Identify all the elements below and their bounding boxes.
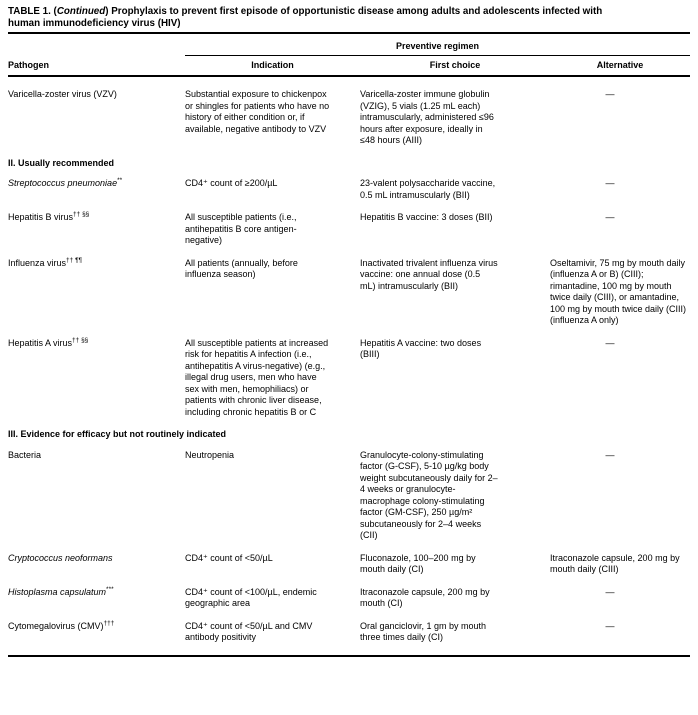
pathogen-cell: Hepatitis B virus†† §§ [8,211,185,247]
indication-cell: Neutropenia [185,449,235,460]
alternative-cell: Itraconazole capsule, 200 mg by mouth da… [550,552,680,575]
pathogen-footnote-marker: †† §§ [72,336,89,344]
first-choice-cell: Fluconazole, 100–200 mg by mouth daily (… [360,552,476,575]
table-row-vzv: Varicella-zoster virus (VZV) Substantial… [8,89,690,147]
table-row-bacteria: Bacteria Neutropenia Granulocyte-colony-… [8,450,690,542]
pathogen-name: Hepatitis B virus [8,212,74,222]
pathogen-name: Streptococcus pneumoniae [8,178,118,188]
pathogen-cell: Streptococcus pneumoniae** [8,177,185,201]
pathogen-name: Influenza virus [8,257,67,268]
header-divider [8,75,690,77]
table-row-hepatitis-b: Hepatitis B virus†† §§ All susceptible p… [8,211,690,247]
indication-cell: CD4⁺ count of <50/µL and CMV antibody po… [185,620,313,643]
pathogen-cell: Histoplasma capsulatum*** [8,585,185,610]
table-title-suffix: ) Prophylaxis to prevent first episode o… [105,6,603,17]
column-header-alternative: Alternative [596,59,644,70]
pathogen-cell: Varicella-zoster virus (VZV) [8,89,185,147]
pathogen-name: Bacteria [8,449,42,460]
section-heading-ii: II. Usually recommended [8,157,115,168]
indication-cell: Substantial exposure to chickenpox or sh… [185,89,330,134]
indication-cell: CD4⁺ count of <50/µL [185,552,273,563]
table-body: Varicella-zoster virus (VZV) Substantial… [8,77,690,644]
pathogen-footnote-marker: *** [106,585,114,593]
first-choice-cell: 23-valent polysaccharide vaccine, 0.5 mL… [360,178,496,200]
first-choice-cell: Hepatitis A vaccine: two doses (BIII) [360,337,482,360]
alternative-cell: — [605,178,615,188]
alternative-cell: Oseltamivir, 75 mg by mouth daily (influ… [550,257,687,326]
indication-cell: CD4⁺ count of <100/µL, endemic geographi… [185,586,317,609]
first-choice-cell: Varicella-zoster immune globulin (VZIG),… [360,89,494,145]
title-divider [8,32,690,34]
table-title: TABLE 1. (Continued) Prophylaxis to prev… [8,6,690,30]
table-bottom-divider [8,654,690,657]
pathogen-cell: Hepatitis A virus†† §§ [8,336,185,419]
table-row-hepatitis-a: Hepatitis A virus†† §§ All susceptible p… [8,336,690,419]
table-title-continued: Continued [56,6,106,17]
table-row-strep-pneumoniae: Streptococcus pneumoniae** CD4⁺ count of… [8,177,690,201]
pathogen-footnote-marker: ††† [103,619,115,627]
pathogen-name: Cytomegalovirus (CMV) [8,620,104,631]
alternative-cell: — [605,337,615,348]
alternative-cell: — [605,620,615,631]
indication-cell: All susceptible patients (i.e., antihepa… [185,212,297,245]
table-title-prefix: TABLE 1. ( [8,6,57,17]
pathogen-name: Hepatitis A virus [8,337,73,348]
alternative-cell: — [605,586,615,597]
table-row-histoplasma: Histoplasma capsulatum*** CD4⁺ count of … [8,585,690,610]
alternative-cell: — [605,212,615,222]
section-heading-iii: III. Evidence for efficacy but not routi… [8,429,227,439]
table-row-influenza: Influenza virus†† ¶¶ All patients (annua… [8,256,690,327]
first-choice-cell: Itraconazole capsule, 200 mg by mouth (C… [360,586,490,609]
table-title-line2: human immunodeficiency virus (HIV) [8,18,181,29]
indication-cell: CD4⁺ count of ≥200/µL [185,178,278,188]
table-row-cryptococcus: Cryptococcus neoformans CD4⁺ count of <5… [8,553,690,576]
pathogen-footnote-marker: ** [117,177,123,184]
column-header-first-choice: First choice [429,59,481,70]
preventive-regimen-header: Preventive regimen [185,41,690,56]
column-header-row: Pathogen Indication First choice Alterna… [8,56,690,76]
group-header-row: Preventive regimen [8,34,690,56]
first-choice-cell: Granulocyte-colony-stimulating factor (G… [360,449,498,541]
indication-cell: All patients (annually, before influenza… [185,257,298,280]
pathogen-name: Cryptococcus neoformans [8,552,113,563]
indication-cell: All susceptible patients at increased ri… [185,337,329,417]
column-header-pathogen: Pathogen [8,59,50,70]
pathogen-name: Histoplasma capsulatum [8,586,107,597]
alternative-cell: — [605,449,615,460]
first-choice-cell: Hepatitis B vaccine: 3 doses (BII) [360,212,493,222]
pathogen-name: Varicella-zoster virus (VZV) [8,89,117,99]
group-header-spacer [8,34,185,56]
pathogen-footnote-marker: †† ¶¶ [66,256,83,264]
pathogen-cell: Bacteria [8,450,185,542]
pathogen-cell: Cryptococcus neoformans [8,553,185,576]
first-choice-cell: Inactivated trivalent influenza virus va… [360,257,498,291]
pathogen-cell: Cytomegalovirus (CMV)††† [8,619,185,644]
alternative-cell: — [605,89,615,99]
pathogen-cell: Influenza virus†† ¶¶ [8,256,185,327]
table-title-line1: TABLE 1. (Continued) Prophylaxis to prev… [8,6,690,18]
first-choice-cell: Oral ganciclovir, 1 gm by mouth three ti… [360,620,487,643]
column-header-indication: Indication [251,59,294,70]
pathogen-footnote-marker: †† §§ [73,211,90,218]
table-row-cytomegalovirus: Cytomegalovirus (CMV)††† CD4⁺ count of <… [8,619,690,644]
